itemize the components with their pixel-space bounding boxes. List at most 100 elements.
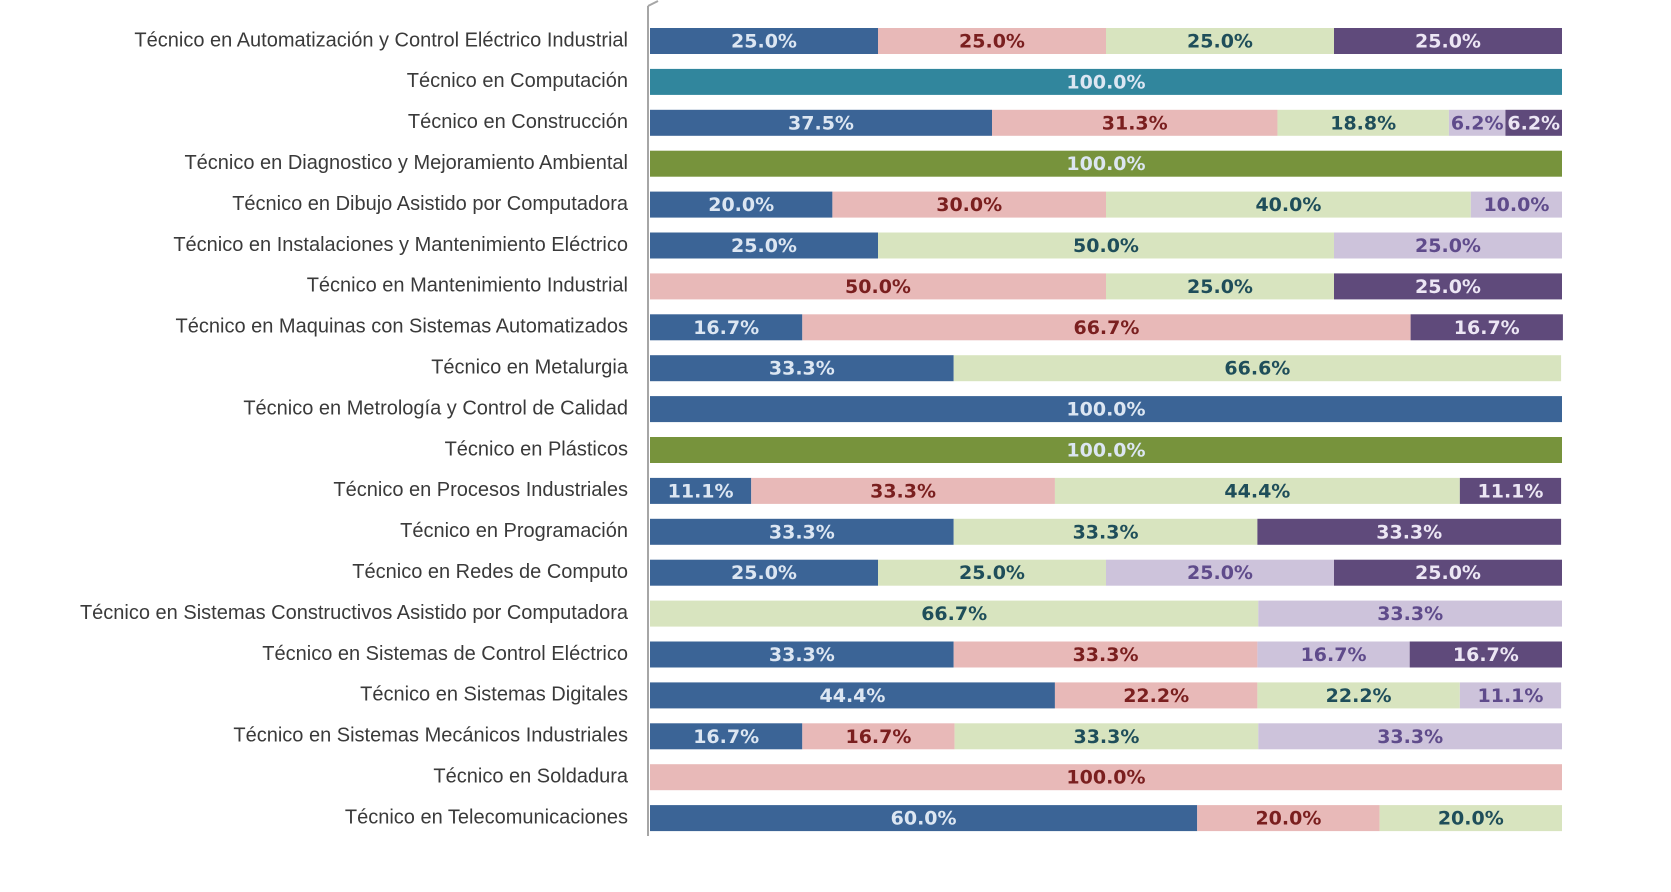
data-label: 16.7%	[1301, 644, 1367, 666]
bar-segment	[1054, 682, 1258, 709]
data-label: 100.0%	[1066, 71, 1145, 93]
bar-segment	[1257, 641, 1410, 668]
category-label: Técnico en Sistemas Constructivos Asisti…	[80, 602, 629, 624]
bar-segment	[1334, 28, 1562, 54]
category-label: Técnico en Plásticos	[445, 438, 628, 460]
data-label: 10.0%	[1483, 194, 1549, 216]
bar-segment	[1197, 805, 1380, 832]
bar-segment	[650, 600, 1259, 627]
data-label: 16.7%	[693, 317, 759, 339]
bar-segment	[650, 641, 954, 668]
bar-segment	[650, 314, 803, 341]
data-label: 20.0%	[1255, 808, 1321, 830]
data-label: 25.0%	[1187, 562, 1253, 584]
bar-segment	[953, 518, 1258, 545]
data-label: 25.0%	[731, 235, 797, 257]
data-label: 11.1%	[668, 480, 734, 502]
bar-segment	[953, 641, 1258, 668]
category-label: Técnico en Computación	[407, 70, 628, 92]
data-label: 50.0%	[845, 276, 911, 298]
bar-segment	[650, 28, 878, 54]
data-label: 33.3%	[1073, 644, 1139, 666]
bar-segment	[1379, 805, 1562, 832]
category-label: Técnico en Instalaciones y Mantenimiento…	[173, 234, 628, 256]
data-label: 20.0%	[1438, 808, 1504, 830]
data-label: 33.3%	[1376, 521, 1442, 543]
data-label: 60.0%	[891, 808, 957, 830]
data-label: 33.3%	[870, 480, 936, 502]
data-label: 25.0%	[1415, 276, 1481, 298]
data-label: 25.0%	[731, 562, 797, 584]
category-label: Técnico en Redes de Computo	[352, 561, 628, 583]
category-label: Técnico en Sistemas Digitales	[360, 684, 628, 706]
bar-segment	[650, 273, 1106, 300]
bar-segment	[650, 518, 954, 545]
bar-segment	[650, 191, 833, 218]
category-label: Técnico en Sistemas Mecánicos Industrial…	[233, 725, 628, 747]
category-label: Técnico en Telecomunicaciones	[345, 806, 628, 828]
bar-segment	[650, 559, 878, 586]
bar-segment	[650, 355, 954, 382]
data-label: 25.0%	[1187, 276, 1253, 298]
data-label: 33.3%	[769, 521, 835, 543]
bar-segment	[650, 109, 992, 136]
data-label: 50.0%	[1073, 235, 1139, 257]
bar-segment	[650, 437, 1562, 463]
data-label: 44.4%	[820, 685, 886, 707]
data-label: 6.2%	[1451, 112, 1504, 134]
data-label: 25.0%	[959, 562, 1025, 584]
data-label: 16.7%	[1453, 644, 1519, 666]
bar-segment	[954, 723, 1259, 750]
data-label: 100.0%	[1066, 399, 1145, 421]
category-label: Técnico en Maquinas con Sistemas Automat…	[176, 316, 628, 338]
bar-segment	[1409, 641, 1562, 668]
data-label: 25.0%	[1415, 31, 1481, 53]
category-label: Técnico en Procesos Industriales	[333, 479, 628, 501]
data-label: 44.4%	[1224, 480, 1290, 502]
data-label: 22.2%	[1326, 685, 1392, 707]
data-label: 66.7%	[921, 603, 987, 625]
category-label: Técnico en Automatización y Control Eléc…	[134, 29, 628, 51]
bar-segment	[1277, 109, 1449, 136]
bar-segment	[650, 232, 878, 259]
category-label: Técnico en Programación	[400, 520, 628, 542]
bar-segment	[1334, 559, 1562, 586]
bar-segment	[802, 314, 1411, 341]
bar-segment	[1334, 232, 1562, 259]
category-label: Técnico en Diagnostico y Mejoramiento Am…	[184, 152, 628, 174]
bar-segment	[1106, 273, 1334, 300]
bar-segment	[650, 396, 1562, 423]
bar-segment	[878, 232, 1334, 259]
data-label: 100.0%	[1066, 440, 1145, 462]
data-label: 25.0%	[731, 31, 797, 53]
data-label: 66.7%	[1073, 317, 1139, 339]
axis-line	[647, 0, 659, 7]
bar-segment	[650, 805, 1198, 832]
data-label: 16.7%	[845, 726, 911, 748]
bar-segment	[1334, 273, 1562, 300]
bar-segment	[802, 723, 955, 750]
data-label: 16.7%	[693, 726, 759, 748]
data-label: 11.1%	[1478, 480, 1544, 502]
bar-segment	[832, 191, 1106, 218]
category-label: Técnico en Metalurgia	[431, 356, 629, 378]
data-label: 16.7%	[1454, 317, 1520, 339]
bar-segment	[992, 109, 1278, 136]
bar-segment	[1257, 518, 1562, 545]
bar-segment	[1106, 559, 1334, 586]
category-label: Técnico en Metrología y Control de Calid…	[243, 397, 628, 419]
bar-segment	[1258, 600, 1562, 627]
data-label: 33.3%	[1377, 726, 1443, 748]
data-label: 11.1%	[1478, 685, 1544, 707]
data-label: 33.3%	[769, 644, 835, 666]
bar-segment	[1258, 723, 1562, 750]
bar-segment	[1459, 682, 1562, 709]
data-label: 25.0%	[959, 31, 1025, 53]
data-label: 6.2%	[1507, 112, 1560, 134]
category-label: Técnico en Soldadura	[433, 765, 628, 787]
bar-segment	[1410, 314, 1563, 341]
bar-segment	[650, 150, 1562, 177]
data-label: 100.0%	[1066, 153, 1145, 175]
bar-segment	[1448, 109, 1506, 136]
